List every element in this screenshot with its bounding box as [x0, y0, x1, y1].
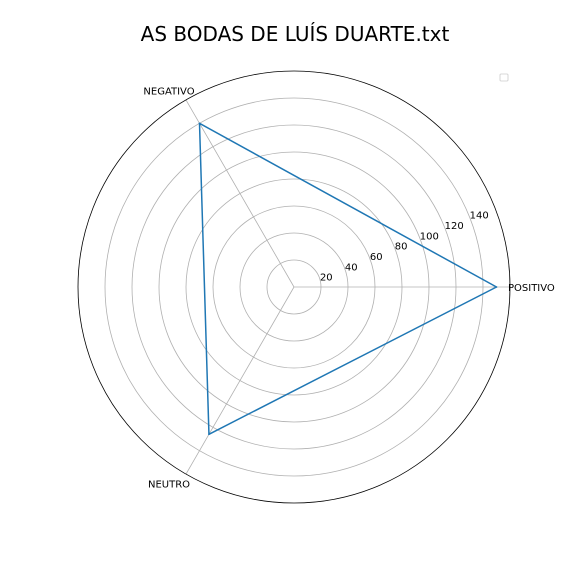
r-tick-label: 120 — [445, 221, 464, 232]
category-label: NEUTRO — [148, 480, 190, 491]
chart-title: AS BODAS DE LUÍS DUARTE.txt — [141, 22, 450, 46]
category-label: POSITIVO — [508, 283, 555, 294]
spoke-line — [185, 286, 295, 475]
data-point — [495, 286, 498, 288]
data-point — [198, 122, 201, 125]
r-tick-label: 60 — [370, 252, 383, 263]
legend-box — [499, 73, 509, 82]
spoke-line — [185, 99, 295, 288]
polar-frame — [77, 70, 511, 504]
category-label: NEGATIVO — [143, 86, 194, 97]
r-tick-label: 100 — [420, 231, 439, 242]
category-labels: POSITIVO NEGATIVO NEUTRO — [143, 86, 555, 490]
angular-spokes — [185, 99, 510, 475]
r-tick-label: 80 — [395, 242, 408, 253]
r-tick-label: 140 — [470, 211, 489, 222]
data-point — [208, 433, 210, 436]
series-line — [198, 122, 498, 436]
r-tick-label: 40 — [345, 262, 358, 273]
series-layer — [198, 122, 498, 436]
radial-tick-labels: 20 40 60 80 100 120 140 — [320, 211, 489, 284]
r-tick-label: 20 — [320, 273, 333, 284]
